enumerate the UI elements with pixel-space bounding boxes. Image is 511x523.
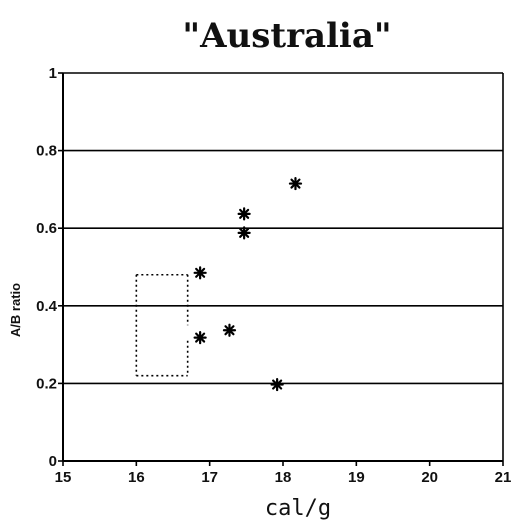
- y-tick-labels: 0 0.2 0.4 0.6 0.8 1: [36, 65, 58, 470]
- x-tick-label-2: 17: [201, 469, 218, 486]
- y-tick-label-4: 0.8: [36, 143, 57, 160]
- x-axis-label: cal/g: [265, 496, 331, 521]
- y-tick-label-5: 1: [49, 65, 57, 82]
- x-tick-label-3: 18: [275, 469, 292, 486]
- x-tick-label-6: 21: [495, 469, 511, 486]
- x-tick-labels: 15 16 17 18 19 20 21: [55, 469, 511, 486]
- x-tick-label-5: 20: [421, 469, 438, 486]
- y-tick-label-2: 0.4: [36, 298, 58, 315]
- dotted-rectangle-annotation: [135, 273, 189, 377]
- x-tick-label-1: 16: [128, 469, 145, 486]
- y-tick-label-0: 0: [49, 453, 57, 470]
- data-point-0: [193, 266, 207, 280]
- y-axis-label: A/B ratio: [8, 283, 23, 337]
- data-point-6: [288, 176, 303, 191]
- y-tick-label-1: 0.2: [36, 375, 57, 392]
- x-tick-label-0: 15: [55, 469, 72, 486]
- x-tick-label-4: 19: [348, 469, 365, 486]
- data-points: [193, 176, 303, 392]
- data-point-2: [222, 323, 237, 337]
- data-point-4: [237, 226, 251, 240]
- data-point-1: [193, 331, 207, 345]
- chart-title: "Australia": [182, 16, 391, 56]
- data-point-3: [237, 207, 251, 221]
- grid-lines: [63, 72, 503, 385]
- data-point-5: [270, 377, 284, 392]
- axes: [58, 72, 504, 466]
- y-tick-label-3: 0.6: [36, 220, 57, 237]
